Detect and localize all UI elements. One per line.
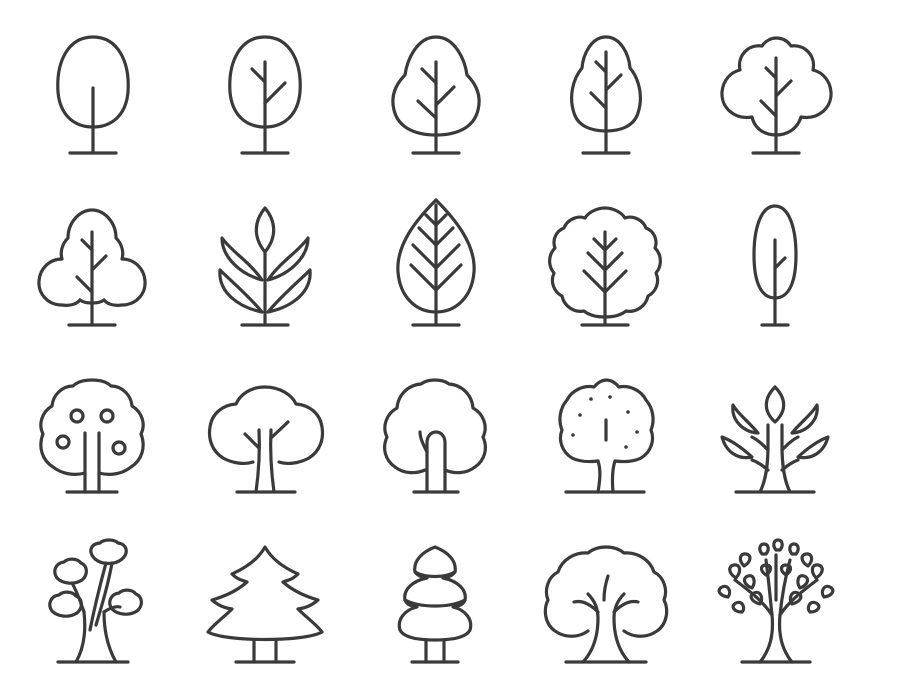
leafy-branch-tree-icon — [717, 538, 835, 664]
tall-branch-tree-icon — [570, 35, 642, 155]
fir-tree-icon — [206, 545, 324, 664]
cloud-branch-tree-icon — [720, 36, 833, 155]
oval-branch-tree-icon — [228, 35, 302, 155]
oak-tree-icon — [543, 545, 669, 664]
oval-tree-icon — [56, 35, 130, 155]
bushy-tree-icon — [37, 208, 147, 327]
bonsai-tree-icon — [48, 538, 143, 664]
cloud-tree-icon — [383, 378, 487, 494]
pine-tree-icon — [397, 545, 473, 664]
poplar-tree-icon — [752, 204, 798, 327]
leaf-tree-icon — [396, 198, 476, 327]
wide-canopy-tree-icon — [207, 385, 325, 494]
round-bush-tree-icon — [548, 206, 662, 327]
leaf-sprig-icon — [218, 206, 312, 327]
round-branch-tree-icon — [391, 35, 481, 155]
leaf-branch-tree-icon — [720, 385, 830, 494]
dotted-fruit-tree-icon — [558, 378, 655, 494]
fruit-tree-icon — [39, 378, 145, 494]
